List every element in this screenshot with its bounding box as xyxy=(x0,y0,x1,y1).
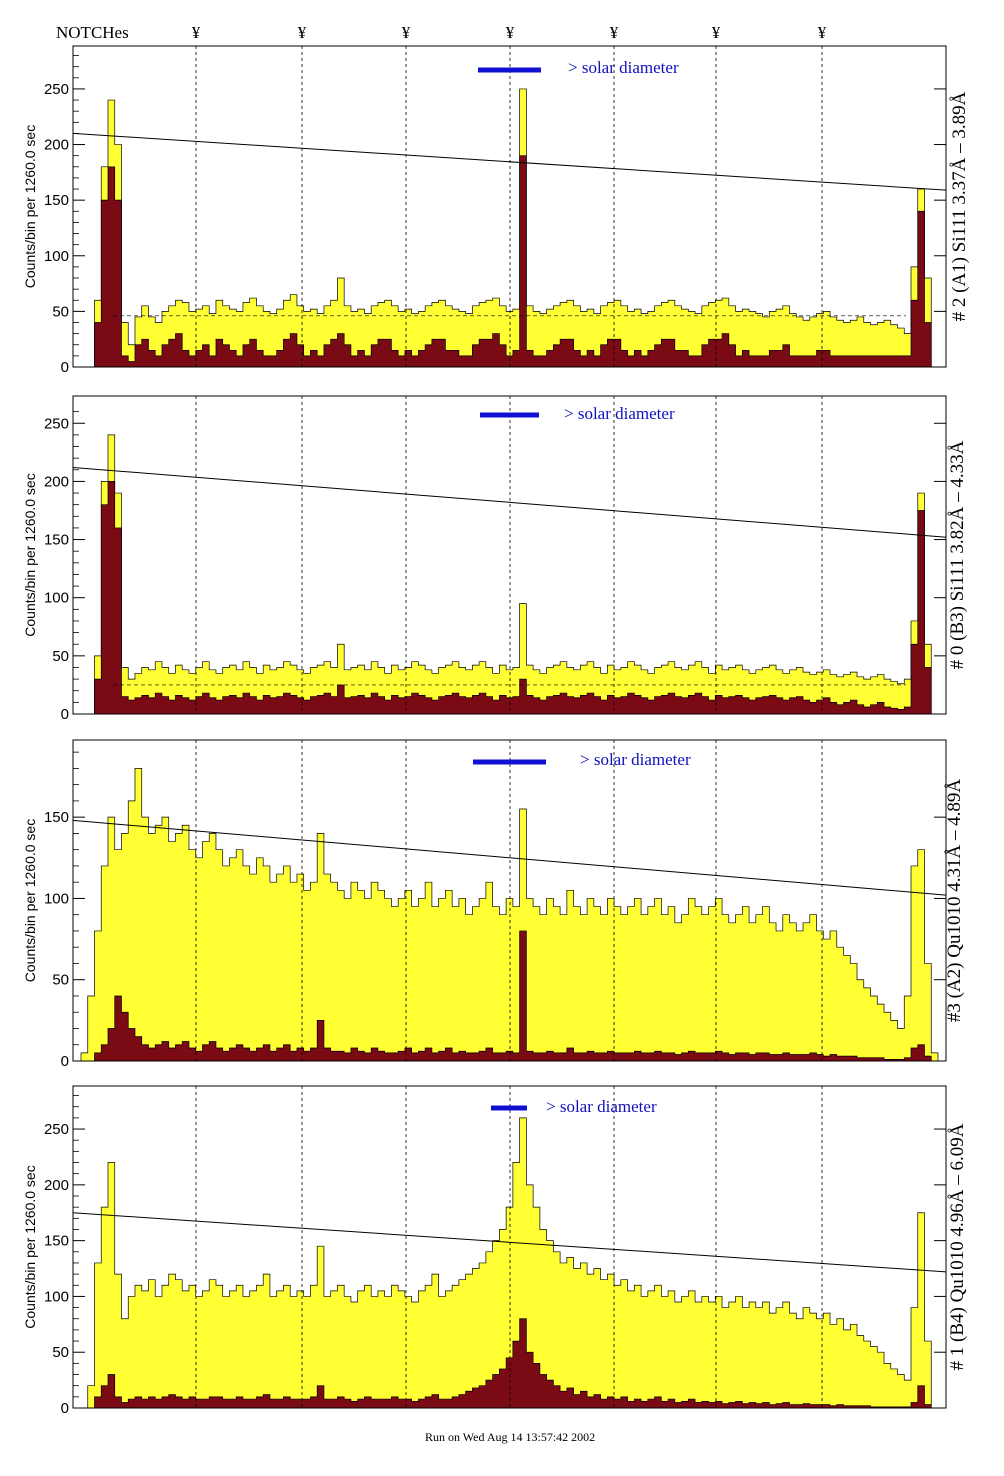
notch-mark-5: ¥ xyxy=(610,23,619,42)
y-tick-label: 200 xyxy=(44,1177,69,1194)
series-lines xyxy=(81,155,938,368)
solar-diameter-label: > solar diameter xyxy=(564,404,675,423)
plot-frame xyxy=(72,395,947,715)
y-tick-label: 50 xyxy=(52,648,69,665)
trend-line xyxy=(72,132,947,191)
series-total xyxy=(81,1117,938,1409)
y-axis-label: Counts/bin per 1260.0 sec xyxy=(22,125,38,288)
y-tick-label: 50 xyxy=(52,303,69,320)
y-tick-label: 100 xyxy=(44,890,69,907)
panel-title: #3 (A2) Qu1010 4.31Å – 4.89Å xyxy=(944,779,965,1023)
y-axis-label: Counts/bin per 1260.0 sec xyxy=(22,473,38,636)
trend-line xyxy=(72,1212,947,1273)
series-lines xyxy=(81,1318,938,1409)
panel-1: 0 50 100 150 200 250 Counts/bin per 1260.0 sec… xyxy=(22,45,970,376)
panel-title: # 2 (A1) Si111 3.37Å – 3.89Å xyxy=(949,91,970,321)
run-timestamp: Run on Wed Aug 14 13:57:42 2002 xyxy=(425,1430,595,1444)
notch-mark-2: ¥ xyxy=(298,23,307,42)
notches-label: NOTCHes xyxy=(56,23,129,42)
y-tick-label: 200 xyxy=(44,137,69,154)
y-tick-label: 0 xyxy=(61,1053,69,1070)
y-tick-label: 50 xyxy=(52,1344,69,1361)
y-tick-label: 250 xyxy=(44,1121,69,1138)
solar-diameter-label: > solar diameter xyxy=(546,1097,657,1116)
solar-diameter-label: > solar diameter xyxy=(580,750,691,769)
series-total xyxy=(81,88,938,368)
solar-diameter-label: > solar diameter xyxy=(568,58,679,77)
y-tick-label: 200 xyxy=(44,473,69,490)
series-lines xyxy=(81,930,938,1062)
y-tick-label: 0 xyxy=(61,359,69,376)
notch-marks: ¥ ¥ ¥ ¥ ¥ ¥ ¥ xyxy=(192,23,827,42)
series-total xyxy=(81,434,938,715)
plot-border xyxy=(72,395,947,715)
y-tick-label: 150 xyxy=(44,192,69,209)
panel-4: 0 50 100 150 200 250 Counts/bin per 1260.0 sec… xyxy=(22,1085,968,1417)
y-tick-label: 100 xyxy=(44,590,69,607)
y-tick-label: 100 xyxy=(44,248,69,265)
y-tick-label: 250 xyxy=(44,415,69,432)
notch-mark-3: ¥ xyxy=(402,23,411,42)
chart-panels: 0 50 100 150 200 250 Counts/bin per 1260.0 sec… xyxy=(22,45,970,1417)
y-tick-label: 100 xyxy=(44,1288,69,1305)
y-tick-label: 50 xyxy=(52,972,69,989)
trend-line xyxy=(72,819,947,896)
trend-line xyxy=(72,466,947,538)
y-tick-label: 250 xyxy=(44,81,69,98)
plot-border xyxy=(72,739,947,1062)
y-tick-label: 150 xyxy=(44,1233,69,1250)
panel-3: 0 50 100 150 Counts/bin per 1260.0 sec #3 (A2… xyxy=(22,739,965,1070)
y-tick-label: 0 xyxy=(61,1400,69,1417)
notch-mark-6: ¥ xyxy=(712,23,721,42)
panel-title: # 1 (B4) Qu1010 4.96Å – 6.09Å xyxy=(947,1123,968,1370)
series-lines xyxy=(81,481,938,715)
y-tick-label: 0 xyxy=(61,706,69,723)
series-total xyxy=(80,768,939,1062)
panel-title: # 0 (B3) Si111 3.82Å – 4.33Å xyxy=(947,440,968,669)
panel-2: 0 50 100 150 200 250 Counts/bin per 1260.0 sec… xyxy=(22,395,968,723)
notch-mark-7: ¥ xyxy=(818,23,827,42)
plot-border xyxy=(72,1085,947,1409)
y-tick-label: 150 xyxy=(44,809,69,826)
y-tick-label: 150 xyxy=(44,532,69,549)
plot-border xyxy=(72,45,947,368)
y-axis-label: Counts/bin per 1260.0 sec xyxy=(22,1165,38,1328)
notch-mark-1: ¥ xyxy=(192,23,201,42)
y-axis-label: Counts/bin per 1260.0 sec xyxy=(22,819,38,982)
notch-mark-4: ¥ xyxy=(506,23,515,42)
